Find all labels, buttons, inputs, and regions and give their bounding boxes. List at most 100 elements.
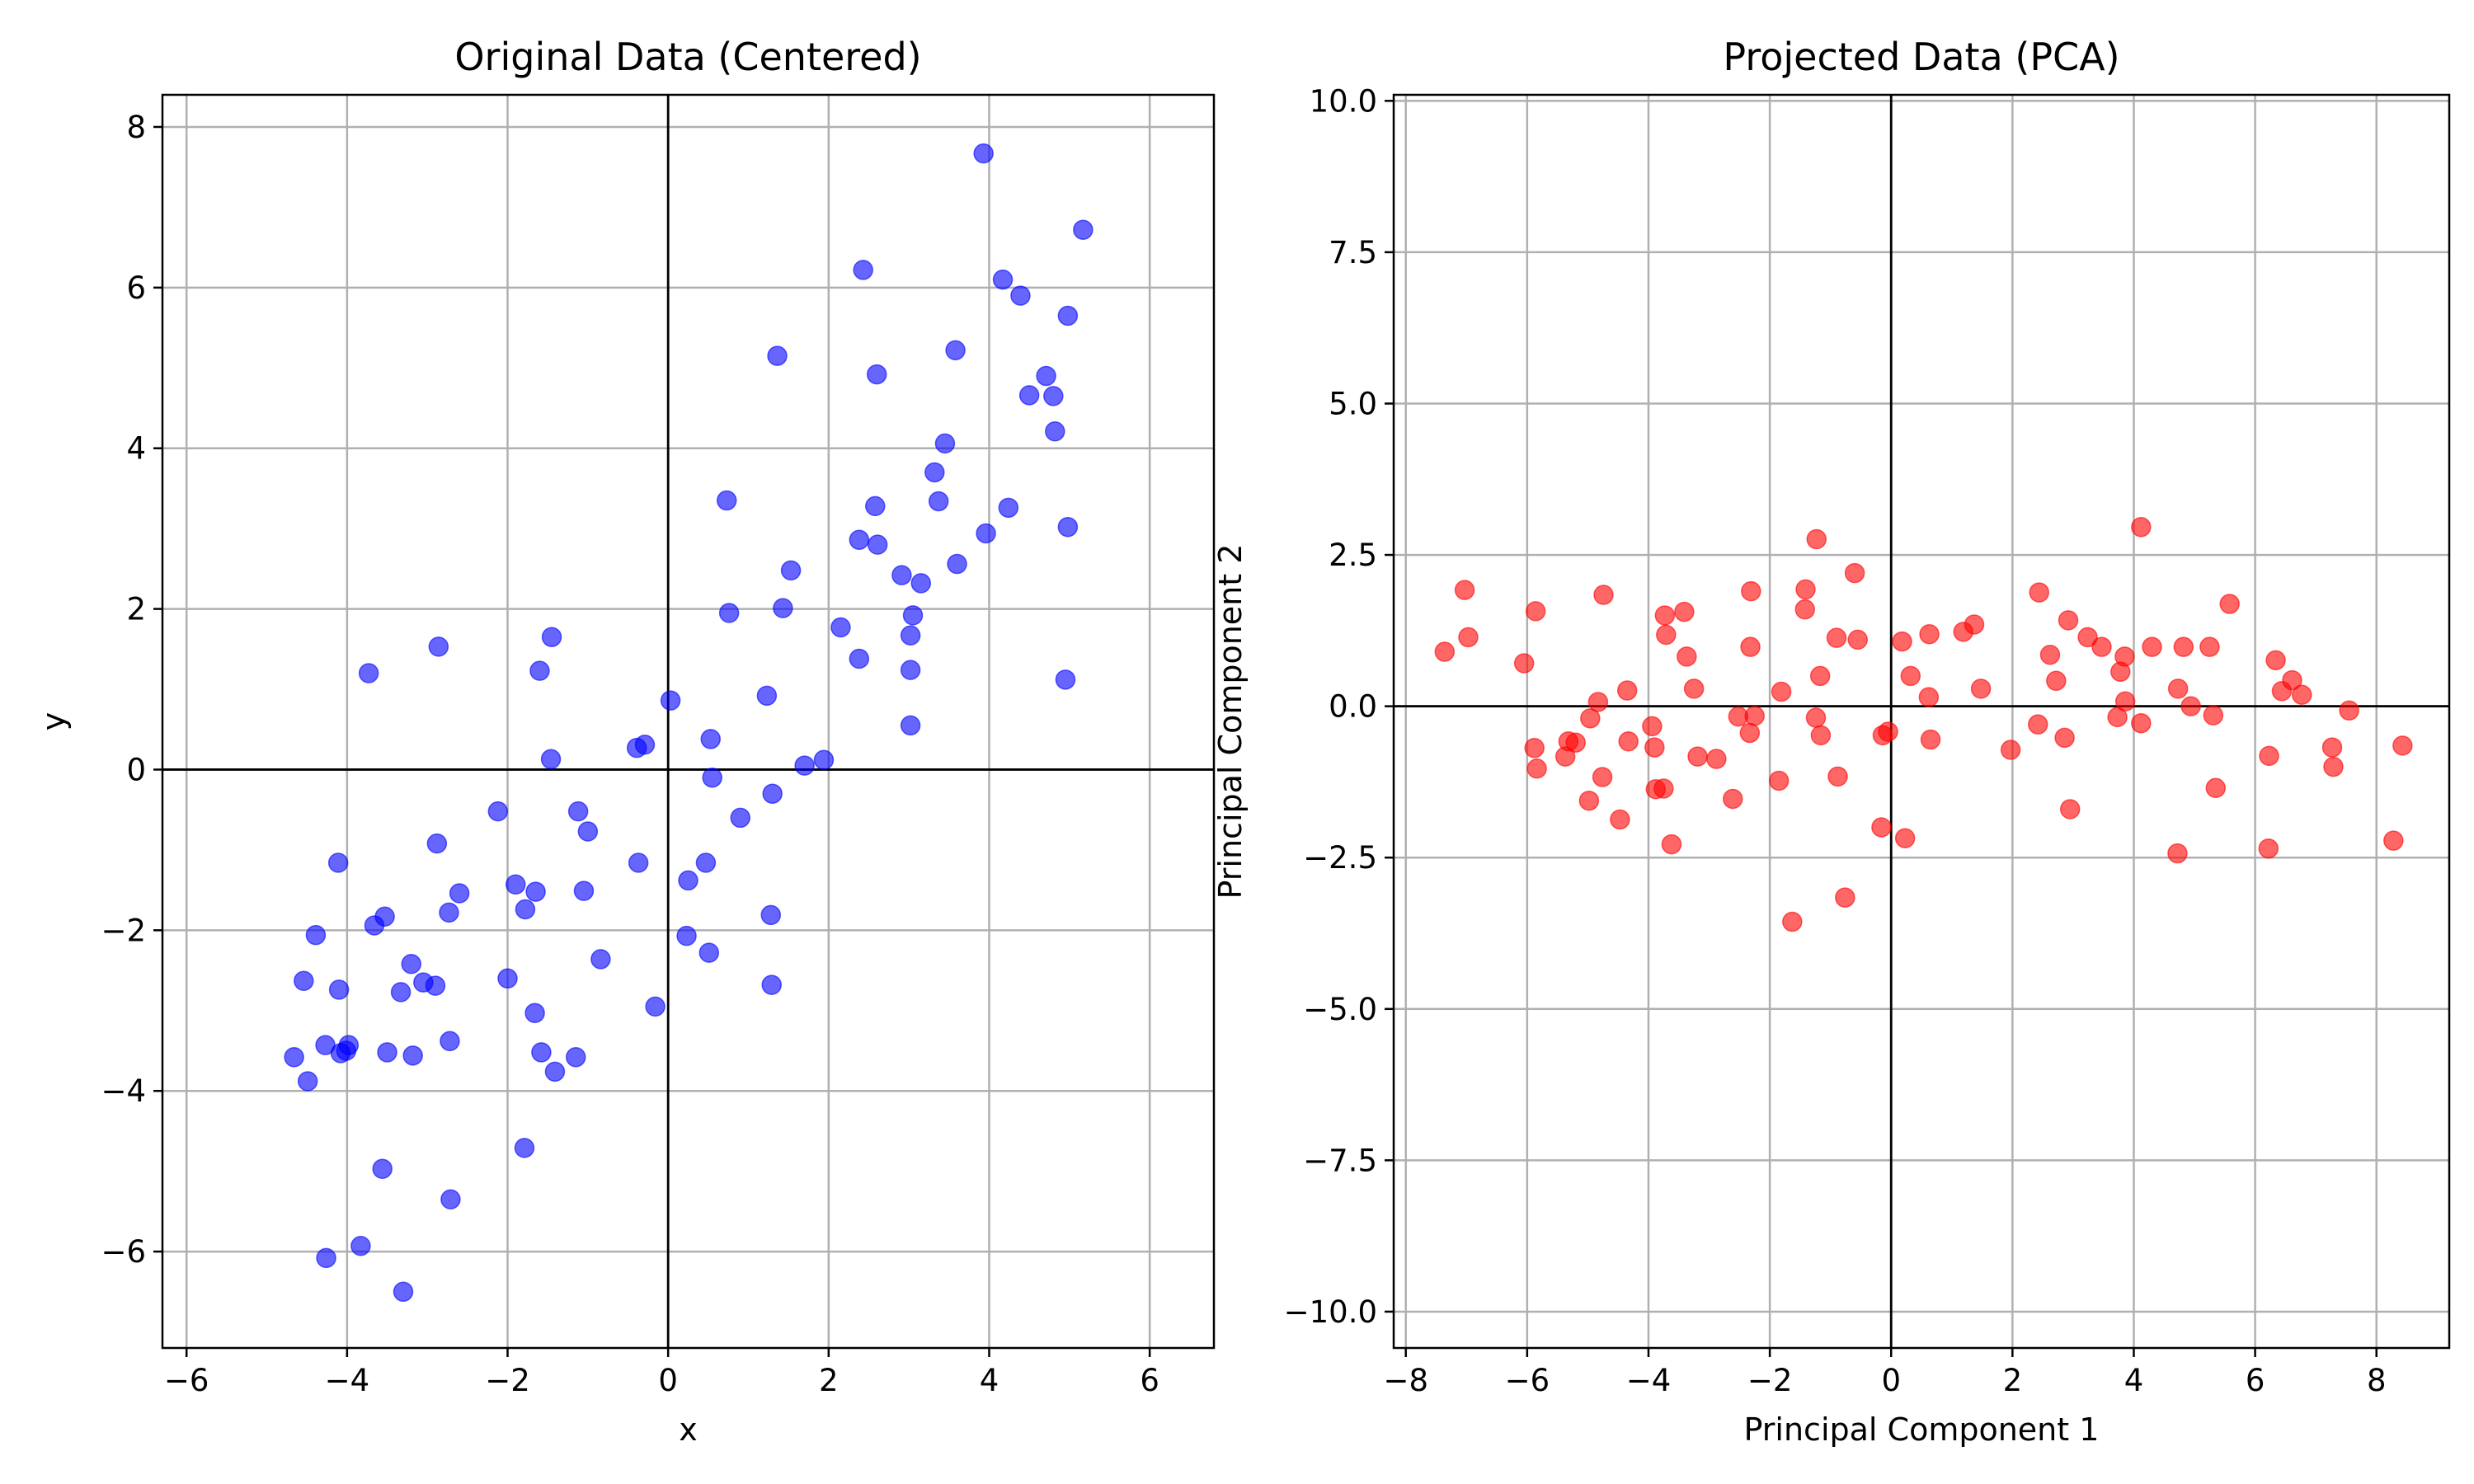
scatter-point: [529, 660, 550, 681]
scatter-point: [676, 925, 697, 946]
scatter-point: [902, 605, 924, 626]
scatter-point: [1827, 766, 1848, 787]
scatter-point: [425, 975, 446, 996]
scatter-point: [2259, 745, 2279, 767]
scatter-point: [2029, 582, 2049, 603]
scatter-point: [849, 648, 870, 669]
scatter-point: [294, 970, 314, 991]
scatter-point: [900, 660, 921, 680]
y-tick-label: −4: [101, 1073, 146, 1109]
x-axis-label: x: [679, 1411, 698, 1448]
scatter-point: [541, 627, 562, 647]
scatter-point: [730, 807, 751, 829]
scatter-point: [718, 603, 740, 623]
scatter-point: [426, 833, 448, 854]
scatter-point: [1434, 641, 1456, 662]
scatter-point: [910, 573, 932, 594]
scatter-point: [1045, 421, 1065, 442]
y-tick-label: −5.0: [1303, 992, 1377, 1027]
scatter-point: [976, 523, 996, 544]
scatter-point: [1458, 627, 1479, 648]
scatter-point: [390, 982, 412, 1003]
scatter-point: [305, 924, 327, 946]
scatter-point: [328, 979, 350, 1000]
scatter-point: [900, 625, 921, 646]
scatter-point: [2383, 830, 2404, 851]
y-tick-label: 2.5: [1329, 538, 1377, 573]
scatter-point: [428, 636, 449, 657]
y-axis-label: y: [35, 712, 72, 731]
y-tick-label: 10.0: [1310, 83, 1377, 119]
scatter-point: [1656, 624, 1677, 646]
x-tick-label: −2: [485, 1363, 530, 1398]
scatter-point: [2058, 610, 2079, 631]
ticks: −8 −6 −4 −2 0 2 4 6 8 −10.0 −7.5 −5.0 −2.5 0.0 2.5 5.0 7…: [1284, 83, 2387, 1398]
scatter-point: [773, 598, 793, 618]
scatter-point: [698, 942, 720, 963]
scatter-point: [716, 490, 737, 511]
scatter-point: [2258, 838, 2279, 859]
x-tick-label: 4: [2124, 1363, 2144, 1398]
scatter-point: [358, 663, 379, 683]
scatter-point: [853, 260, 873, 280]
scatter-point: [2059, 799, 2081, 819]
scatter-point: [660, 690, 681, 711]
scatter-point: [297, 1071, 318, 1092]
scatter-point: [762, 783, 783, 804]
scatter-point: [756, 685, 778, 707]
scatter-point: [2131, 712, 2152, 734]
scatter-point: [2291, 684, 2312, 705]
scatter-point: [2282, 669, 2302, 691]
scatter-point: [364, 915, 385, 936]
scatter-point: [1073, 219, 1094, 240]
scatter-point: [866, 364, 887, 385]
x-tick-label: −2: [1747, 1363, 1793, 1398]
scatter-point: [1642, 716, 1663, 737]
scatter-point: [284, 1047, 304, 1068]
scatter-point: [700, 729, 722, 749]
scatter-point: [1920, 729, 1941, 750]
scatter-point: [1894, 828, 1916, 848]
scatter-point: [567, 801, 589, 822]
scatter-point: [1687, 746, 1708, 767]
scatter-point: [1964, 614, 1985, 635]
y-tick-label: 5.0: [1329, 386, 1377, 421]
x-tick-label: 0: [1881, 1363, 1901, 1398]
scatter-point: [577, 821, 599, 842]
scatter-point: [544, 1061, 566, 1082]
scatter-point: [525, 881, 546, 902]
scatter-point: [1809, 665, 1831, 687]
scatter-points: [284, 143, 1094, 1303]
scatter-point: [1565, 732, 1586, 753]
scatter-point: [1835, 887, 1856, 908]
scatter-point: [2046, 670, 2067, 692]
scatter-point: [1618, 730, 1639, 752]
scatter-point: [327, 852, 349, 873]
scatter-point: [590, 949, 611, 970]
scatter-point: [515, 899, 536, 920]
scatter-point: [1706, 749, 1727, 769]
scatter-point: [626, 737, 647, 758]
scatter-point: [1768, 770, 1790, 791]
scatter-point: [440, 1189, 461, 1209]
scatter-point: [645, 996, 666, 1017]
scatter-point: [524, 1003, 545, 1023]
scatter-point: [1018, 385, 1040, 406]
x-tick-label: 8: [2367, 1363, 2387, 1398]
plot-frame: [161, 93, 1216, 1350]
scatter-point: [2167, 843, 2188, 864]
projected-data-panel: −8 −6 −4 −2 0 2 4 6 8 −10.0 −7.5 −5.0 −2.5 0.0 2.5 5.0 7…: [1212, 35, 2451, 1448]
y-tick-label: 8: [126, 110, 146, 145]
scatter-point: [1878, 721, 1898, 742]
scatter-point: [628, 852, 649, 873]
y-tick-label: 0.0: [1329, 689, 1377, 725]
scatter-point: [1513, 653, 1535, 674]
scatter-point: [372, 1158, 393, 1179]
scatter-point: [1741, 580, 1761, 602]
scatter-point: [1847, 629, 1869, 650]
scatter-point: [1740, 636, 1761, 657]
scatter-point: [2077, 627, 2098, 648]
scatter-point: [2199, 636, 2220, 657]
scatter-point: [2392, 735, 2413, 756]
scatter-point: [2321, 737, 2343, 758]
